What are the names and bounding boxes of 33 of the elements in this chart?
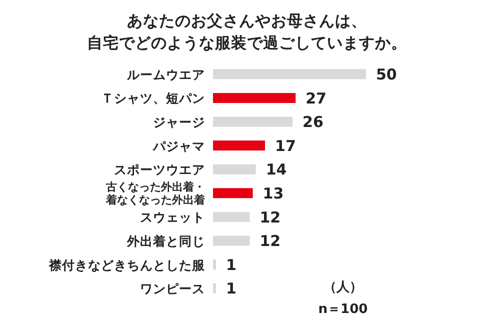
y-tick-label: スウェット (140, 209, 205, 224)
y-tick-label: 襟付きなどきちんとした服 (48, 256, 206, 272)
data-label: 50 (376, 65, 397, 84)
bar (213, 116, 293, 127)
data-label: 14 (266, 160, 287, 179)
bar (213, 69, 366, 80)
y-tick-label: 古くなった外出着・着なくなった外出着 (105, 180, 205, 206)
bar (213, 92, 296, 103)
y-tick-label: パジャマ (152, 138, 205, 153)
y-tick-label: 外出着と同じ (126, 233, 205, 248)
bar (213, 283, 216, 294)
data-label: 26 (302, 113, 324, 132)
data-label: 1 (226, 280, 236, 298)
y-tick-label: Ｔシャツ、短パン (101, 90, 205, 106)
bar (213, 236, 250, 246)
data-label: 17 (275, 136, 296, 155)
text: n＝100 (317, 301, 369, 318)
data-label: 27 (306, 89, 326, 108)
bar (213, 164, 256, 174)
chart-title: あなたのお父さんやお母さんは、自宅でどのような服装で過ごしていますか。 (86, 11, 408, 54)
data-label: 12 (260, 208, 281, 226)
data-label: 1 (226, 256, 236, 274)
bar (213, 188, 253, 198)
annotation: （人） (322, 279, 364, 296)
bar (213, 212, 250, 222)
bar (213, 140, 266, 151)
y-tick-label: ルームウエア (126, 66, 205, 82)
y-tick-label: ジャージ (153, 114, 205, 129)
data-label: 12 (260, 232, 281, 250)
bar (213, 260, 216, 270)
data-label: 13 (262, 184, 284, 202)
y-tick-label: スポーツウエア (114, 162, 205, 177)
y-tick-label: ワンピース (140, 280, 205, 296)
